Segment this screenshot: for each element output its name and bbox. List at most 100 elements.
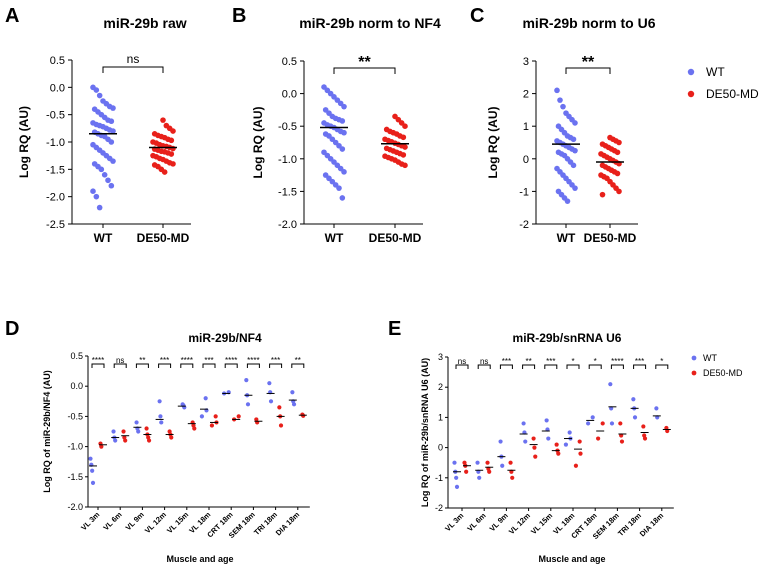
data-point — [642, 436, 648, 441]
data-point — [277, 405, 282, 410]
x-tick-label: VL 3m — [443, 511, 465, 533]
y-tick-label: -0.5 — [278, 121, 297, 133]
x-tick-label: DIA 18m — [274, 510, 302, 538]
significance-bracket — [566, 364, 580, 369]
y-tick-label: -1.0 — [46, 137, 65, 149]
x-tick-label: WT — [94, 231, 113, 245]
data-point — [563, 442, 569, 447]
legend-wt-label: WT — [703, 353, 717, 363]
significance-bracket — [633, 364, 647, 369]
data-point — [341, 169, 347, 175]
data-point — [203, 396, 208, 401]
significance-label: **** — [611, 357, 623, 366]
data-point — [90, 188, 96, 194]
data-point — [339, 195, 346, 201]
significance-label: *** — [271, 356, 280, 365]
y-tick-label: 0.5 — [50, 55, 65, 67]
data-point — [572, 120, 578, 126]
legend-wt-marker — [687, 68, 695, 76]
data-point — [564, 198, 571, 204]
data-point — [113, 438, 118, 443]
data-point — [111, 429, 116, 434]
data-point — [108, 139, 115, 145]
data-point — [93, 87, 100, 93]
y-tick-label: 0.5 — [70, 351, 83, 361]
data-point — [523, 439, 528, 444]
data-point — [101, 172, 108, 178]
data-point — [98, 166, 105, 173]
data-point — [596, 436, 601, 441]
data-point — [192, 426, 197, 431]
x-tick-label: VL 3m — [79, 510, 101, 532]
data-point — [578, 451, 583, 456]
y-tick-label: 0 — [523, 154, 529, 166]
data-point — [631, 397, 636, 402]
significance-label: * — [594, 357, 597, 366]
data-point — [614, 170, 621, 177]
data-point — [570, 162, 577, 169]
chart-title: miR-29b norm to NF4 — [299, 15, 441, 31]
significance-label: **** — [92, 356, 104, 365]
data-point — [123, 438, 128, 443]
data-point — [614, 149, 621, 156]
x-tick-label: DIA 18m — [638, 511, 666, 539]
x-tick-label: VL 12m — [143, 510, 168, 535]
data-point — [105, 177, 111, 184]
data-point — [573, 463, 579, 468]
data-point — [169, 435, 174, 440]
significance-label: ns — [458, 357, 466, 366]
data-point — [452, 460, 457, 465]
significance-label: * — [660, 357, 663, 366]
significance-bracket — [246, 363, 260, 368]
data-point — [586, 421, 591, 426]
legend-de50-marker — [687, 90, 695, 98]
data-point — [341, 103, 347, 110]
data-point — [93, 193, 100, 200]
y-tick-label: -2.5 — [46, 219, 65, 231]
y-tick-label: 3 — [438, 352, 443, 362]
significance-label: ** — [139, 356, 145, 365]
data-point — [599, 191, 606, 198]
data-point — [96, 92, 103, 99]
data-point — [521, 421, 526, 426]
data-point — [641, 424, 646, 429]
data-point — [454, 475, 459, 480]
significance-label: ns — [127, 52, 140, 66]
data-point — [560, 103, 566, 110]
data-point — [90, 468, 95, 473]
data-point — [110, 158, 116, 164]
data-point — [336, 185, 342, 191]
data-point — [557, 97, 563, 103]
significance-bracket — [291, 363, 305, 368]
significance-bracket — [522, 364, 536, 369]
y-axis-title: Log RQ (AU) — [486, 107, 500, 179]
data-point — [339, 146, 346, 152]
significance-bracket — [224, 363, 238, 368]
significance-bracket — [202, 363, 216, 368]
data-point — [402, 162, 408, 169]
y-tick-label: 2 — [438, 382, 443, 392]
data-point — [110, 128, 116, 134]
significance-bracket — [499, 364, 513, 369]
data-point — [146, 438, 152, 443]
y-tick-label: 0.0 — [70, 381, 83, 391]
significance-label: ns — [116, 356, 124, 365]
data-point — [144, 426, 149, 431]
significance-label: *** — [502, 357, 511, 366]
data-point — [170, 128, 176, 134]
data-point — [341, 129, 347, 136]
data-point — [556, 451, 561, 456]
data-point — [546, 436, 551, 441]
significance-bracket — [269, 363, 283, 368]
data-point — [121, 429, 126, 434]
legend-de50-marker — [691, 370, 697, 376]
data-point — [572, 147, 578, 154]
data-point — [170, 145, 176, 152]
x-tick-label: DE50-MD — [137, 231, 190, 245]
data-point — [531, 436, 536, 441]
data-point — [99, 444, 104, 449]
data-point — [400, 134, 407, 141]
data-point — [608, 382, 613, 387]
